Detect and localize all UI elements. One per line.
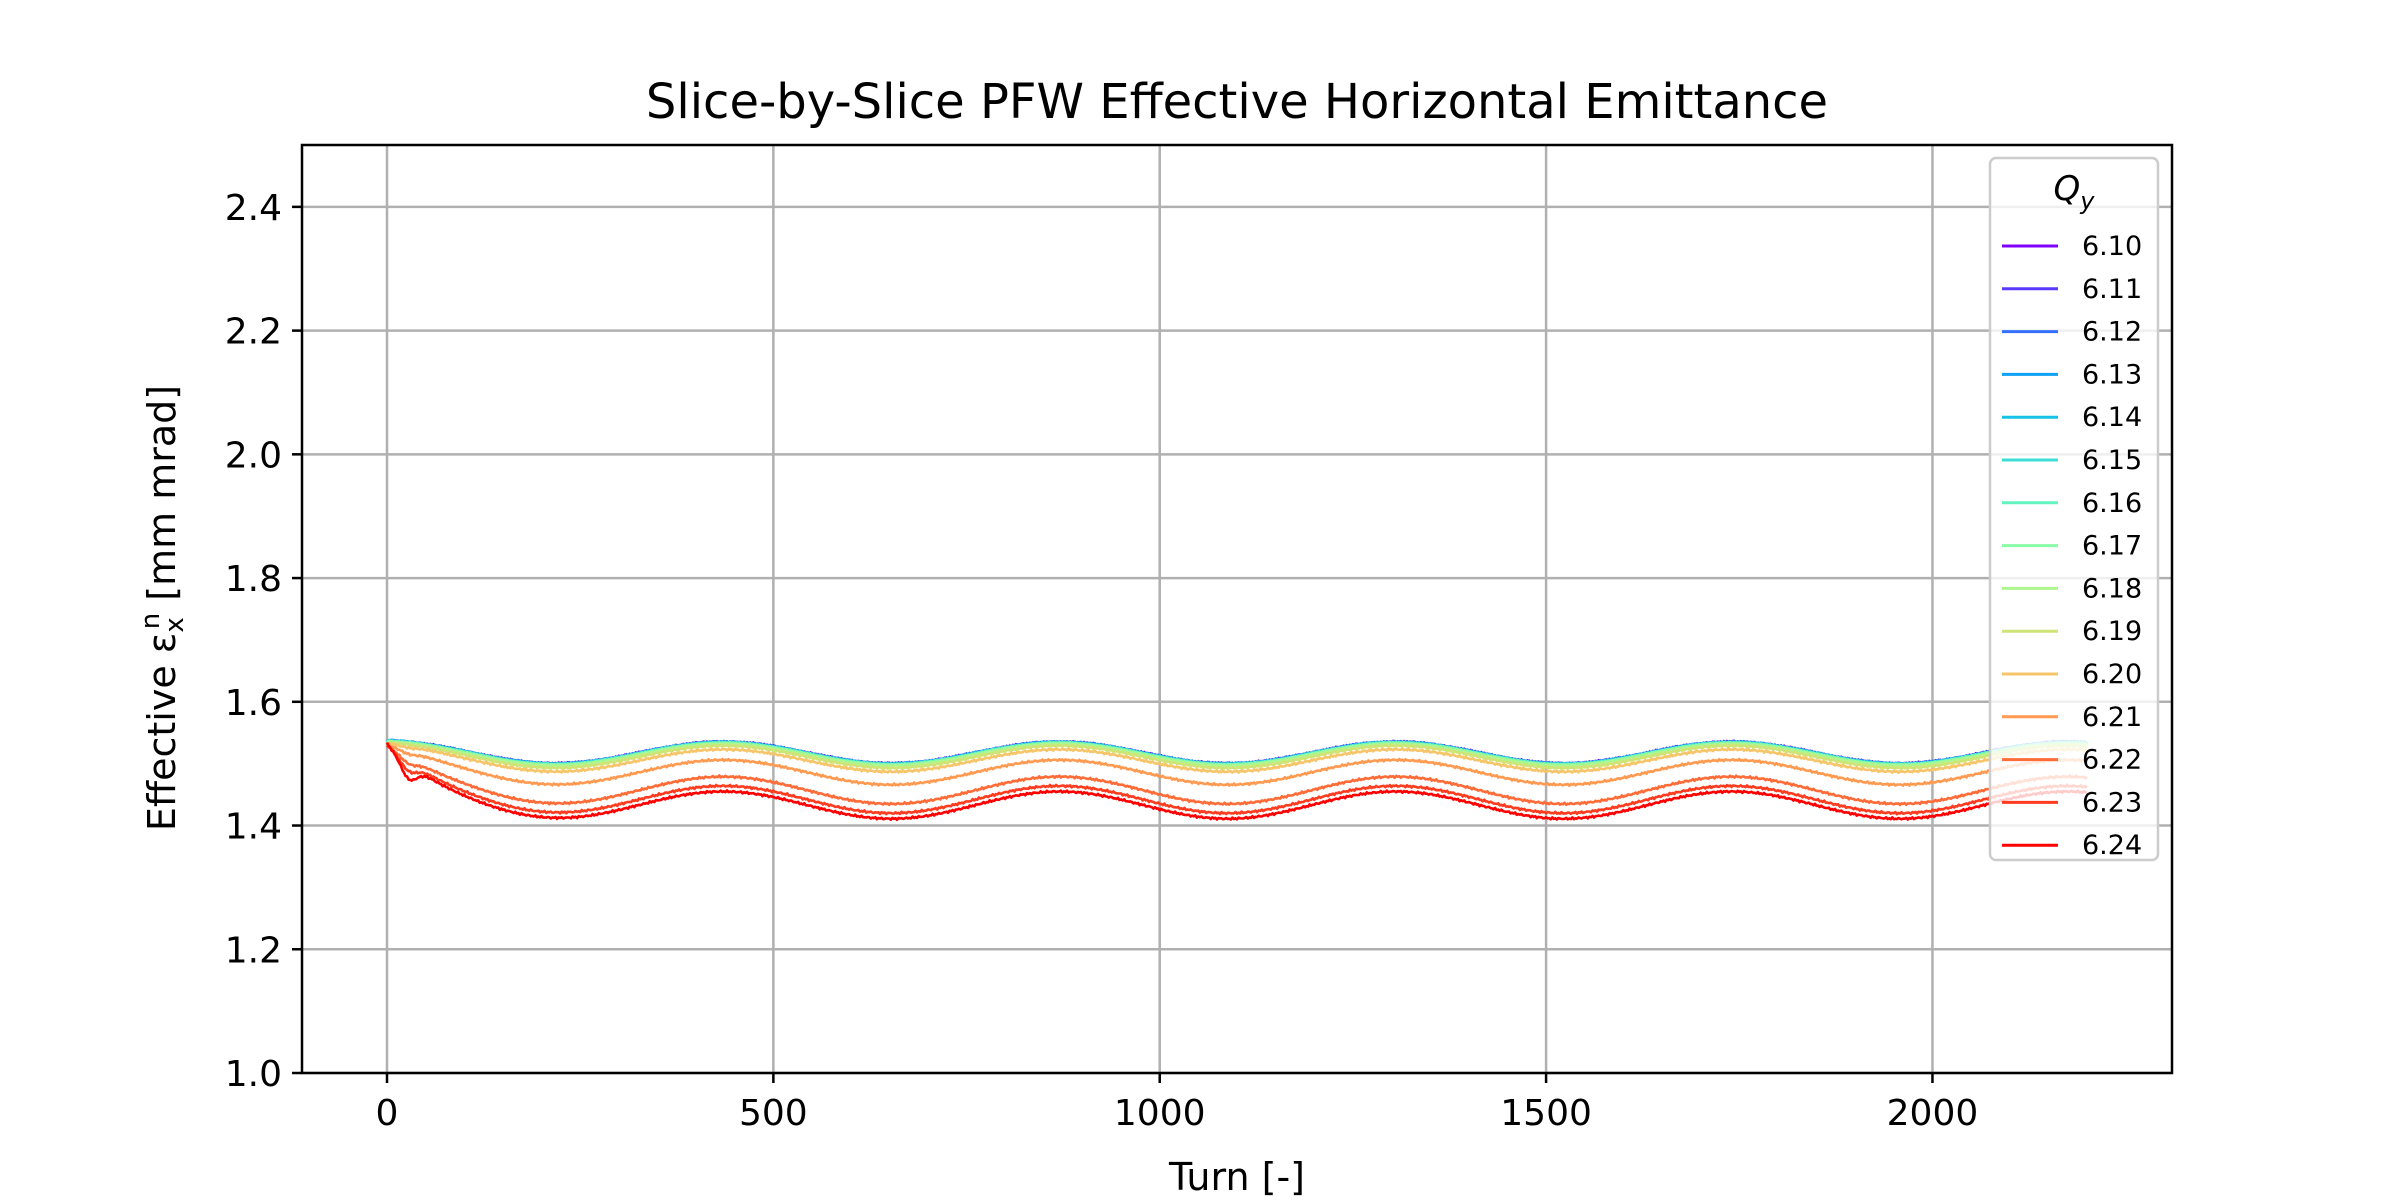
y-axis-label-sub: x bbox=[160, 617, 190, 632]
series-line-6.20 bbox=[386, 741, 2088, 775]
y-tick-label-2.0: 2.0 bbox=[225, 435, 282, 476]
y-tick-label-2.4: 2.4 bbox=[225, 188, 282, 229]
series-line-6.21 bbox=[386, 742, 2088, 788]
legend-label-6.11: 6.11 bbox=[2082, 274, 2142, 305]
y-tick-label-1.4: 1.4 bbox=[225, 807, 282, 848]
legend-label-6.22: 6.22 bbox=[2082, 745, 2142, 776]
legend-title-main: Q bbox=[2054, 169, 2081, 209]
y-axis-label: Effective εxn [mm mrad] bbox=[136, 385, 190, 831]
legend-label-6.13: 6.13 bbox=[2082, 359, 2142, 390]
legend-label-6.16: 6.16 bbox=[2082, 488, 2142, 519]
x-axis-label: Turn [-] bbox=[1168, 1155, 1305, 1199]
legend-label-6.24: 6.24 bbox=[2082, 830, 2142, 861]
x-tick-label-1500: 1500 bbox=[1500, 1093, 1592, 1134]
y-tick-label-1.6: 1.6 bbox=[225, 683, 282, 724]
legend-label-6.15: 6.15 bbox=[2082, 445, 2142, 476]
axes-layer: 0 500 1000 1500 2000 1.0 1.2 1.4 1.6 1.8 2.0 2.2 2.4 bbox=[225, 143, 2174, 1134]
chart-title: Slice-by-Slice PFW Effective Horizontal … bbox=[646, 74, 1828, 130]
series-line-6.24 bbox=[385, 741, 2088, 822]
plot-frame bbox=[300, 143, 2174, 1075]
legend-label-6.19: 6.19 bbox=[2082, 616, 2142, 647]
series-line-6.23 bbox=[386, 744, 2088, 816]
legend-label-6.23: 6.23 bbox=[2082, 787, 2142, 818]
legend-box bbox=[1988, 156, 2160, 862]
x-tick-label-500: 500 bbox=[739, 1093, 808, 1134]
legend-label-6.14: 6.14 bbox=[2082, 402, 2142, 433]
legend-title: Qy bbox=[2054, 169, 2096, 215]
y-tick-label-1.0: 1.0 bbox=[225, 1054, 282, 1095]
x-tick-label-2000: 2000 bbox=[1887, 1093, 1979, 1134]
y-tick-label-2.2: 2.2 bbox=[225, 312, 282, 353]
series-layer bbox=[385, 738, 2089, 822]
legend: Qy 6.10 6.11 6.12 6.13 6.14 6.15 6.16 6.17 6.18 6.… bbox=[1988, 156, 2160, 862]
x-tick-label-0: 0 bbox=[376, 1093, 399, 1134]
legend-label-6.18: 6.18 bbox=[2082, 573, 2142, 604]
series-line-6.19 bbox=[386, 740, 2088, 771]
x-tick-label-1000: 1000 bbox=[1114, 1093, 1206, 1134]
y-tick-label-1.2: 1.2 bbox=[225, 930, 282, 971]
legend-label-6.17: 6.17 bbox=[2082, 531, 2142, 562]
y-axis-label-prefix: Effective ε bbox=[140, 633, 184, 831]
legend-label-6.10: 6.10 bbox=[2082, 231, 2142, 262]
y-axis-label-sup: n bbox=[136, 613, 166, 629]
grid-layer bbox=[302, 145, 2172, 1075]
series-line-6.22 bbox=[386, 744, 2088, 807]
legend-label-6.20: 6.20 bbox=[2082, 659, 2142, 690]
y-tick-label-1.8: 1.8 bbox=[225, 559, 282, 600]
legend-title-sub: y bbox=[2079, 187, 2095, 215]
legend-label-6.12: 6.12 bbox=[2082, 317, 2142, 348]
y-axis-label-suffix: [mm mrad] bbox=[140, 385, 184, 613]
legend-label-6.21: 6.21 bbox=[2082, 702, 2142, 733]
